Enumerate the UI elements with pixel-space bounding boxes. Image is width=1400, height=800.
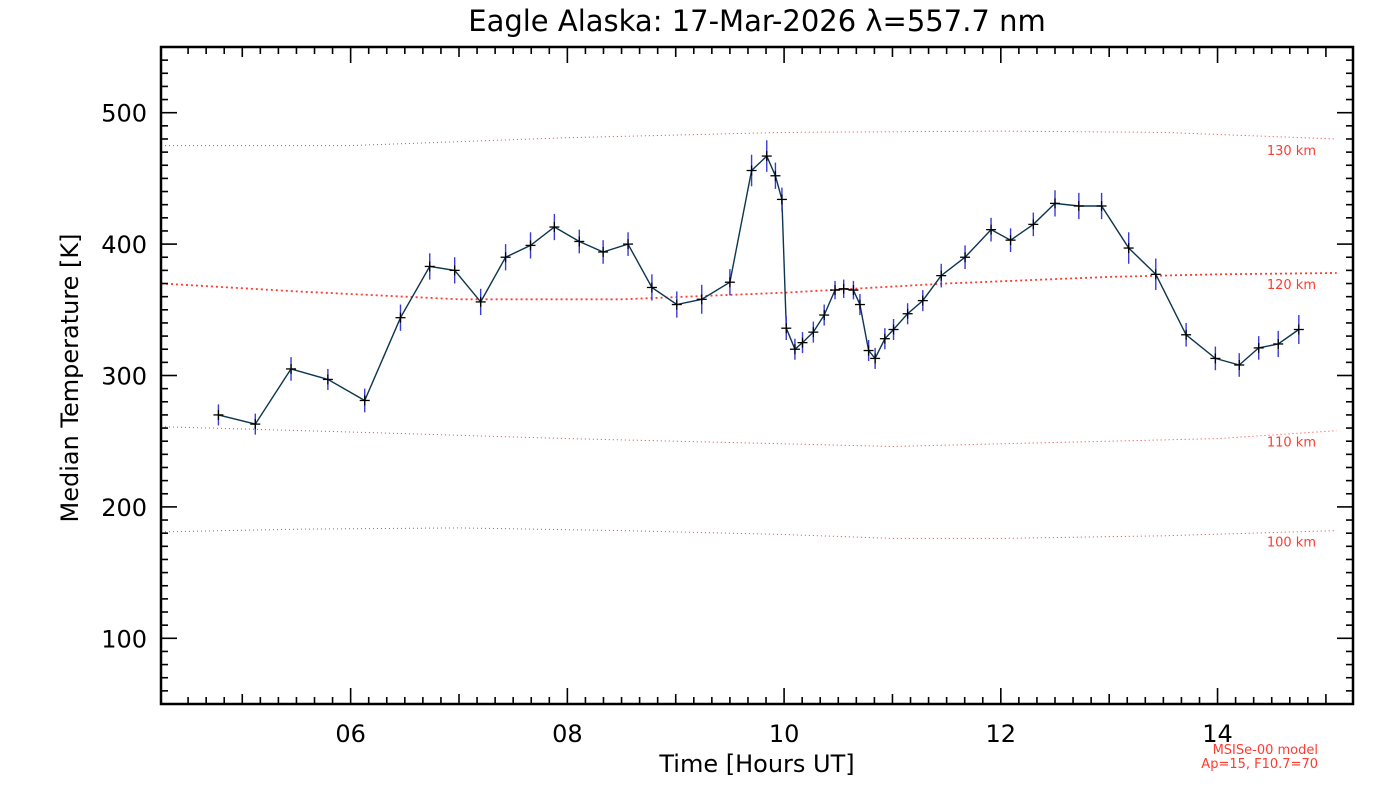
data-point [696, 294, 707, 305]
data-point [1273, 338, 1284, 349]
data-point [854, 299, 865, 310]
model-line-label: 100 km [1267, 536, 1316, 551]
data-point [879, 333, 890, 344]
data-point [797, 337, 808, 348]
data-point [1096, 200, 1107, 211]
data-point [250, 419, 261, 430]
series-line [218, 154, 1300, 425]
model-annotation-line1: MSISe-00 model [1213, 743, 1318, 758]
data-point [646, 282, 657, 293]
data-point [424, 261, 435, 272]
data-point [902, 308, 913, 319]
data-point [761, 151, 772, 162]
data-point [1050, 198, 1060, 209]
data-point [623, 239, 634, 250]
data-point [917, 295, 928, 306]
data-point [808, 327, 819, 338]
data-point [986, 224, 997, 235]
data-point [549, 222, 560, 233]
data-point [322, 374, 333, 385]
chart-title: Eagle Alaska: 17-Mar-2026 λ=557.7 nm [468, 4, 1045, 38]
data-point [213, 409, 224, 420]
model-annotation-line2: Ap=15, F10.7=70 [1201, 757, 1318, 772]
data-point [888, 324, 899, 335]
data-point [574, 236, 585, 247]
data-point [870, 353, 881, 364]
data-point [746, 165, 757, 176]
x-tick-label: 06 [335, 720, 366, 748]
data-point [863, 345, 874, 356]
data-point [848, 285, 859, 296]
data-point [286, 363, 297, 374]
data-point [525, 240, 536, 251]
data-point [475, 296, 486, 307]
data-point [770, 170, 781, 181]
data-point [1028, 219, 1039, 230]
model-line-110-km [160, 426, 1337, 448]
x-tick-label: 10 [769, 720, 800, 748]
x-tick-label: 14 [1202, 720, 1233, 748]
model-line-label: 120 km [1267, 278, 1316, 293]
data-point [830, 285, 841, 296]
data-point [500, 252, 511, 263]
data-point [671, 299, 682, 310]
data-point [1123, 243, 1134, 254]
x-tick-label: 12 [986, 720, 1017, 748]
data-point [1234, 359, 1245, 370]
y-tick-label: 500 [101, 100, 147, 128]
y-tick-label: 200 [101, 494, 147, 522]
data-point [960, 252, 971, 263]
y-tick-label: 300 [101, 363, 147, 391]
data-point [1005, 235, 1016, 246]
model-line-120-km [160, 272, 1337, 301]
data-point [1253, 342, 1264, 353]
model-line-label: 130 km [1267, 144, 1316, 159]
axes: 100 200 300 400 500 06 08 10 12 14 [101, 45, 1355, 748]
plot-frame [159, 45, 1355, 706]
data-point [936, 270, 947, 281]
data-point [1073, 200, 1084, 211]
model-line-100-km [160, 527, 1337, 539]
data-point [819, 310, 830, 321]
y-axis-label: Median Temperature [K] [56, 233, 84, 522]
model-lines: 130 km 120 km 110 km 100 km [160, 130, 1337, 551]
data-point [1210, 353, 1221, 364]
data-point [776, 194, 787, 205]
y-tick-label: 100 [101, 625, 147, 653]
data-point [1181, 329, 1192, 340]
x-axis-label: Time [Hours UT] [658, 750, 854, 778]
data-series [213, 140, 1304, 435]
data-point [1150, 269, 1161, 280]
data-point [598, 246, 609, 257]
y-tick-label: 400 [101, 231, 147, 259]
model-line-label: 110 km [1267, 436, 1316, 451]
data-point [449, 265, 460, 276]
data-point [1293, 324, 1304, 335]
x-tick-label: 08 [552, 720, 583, 748]
data-point [781, 323, 792, 334]
data-point [838, 283, 849, 294]
data-point [359, 395, 370, 406]
data-point [789, 344, 800, 355]
model-line-130-km [161, 130, 1337, 147]
data-point [395, 312, 406, 323]
data-point [724, 277, 735, 288]
